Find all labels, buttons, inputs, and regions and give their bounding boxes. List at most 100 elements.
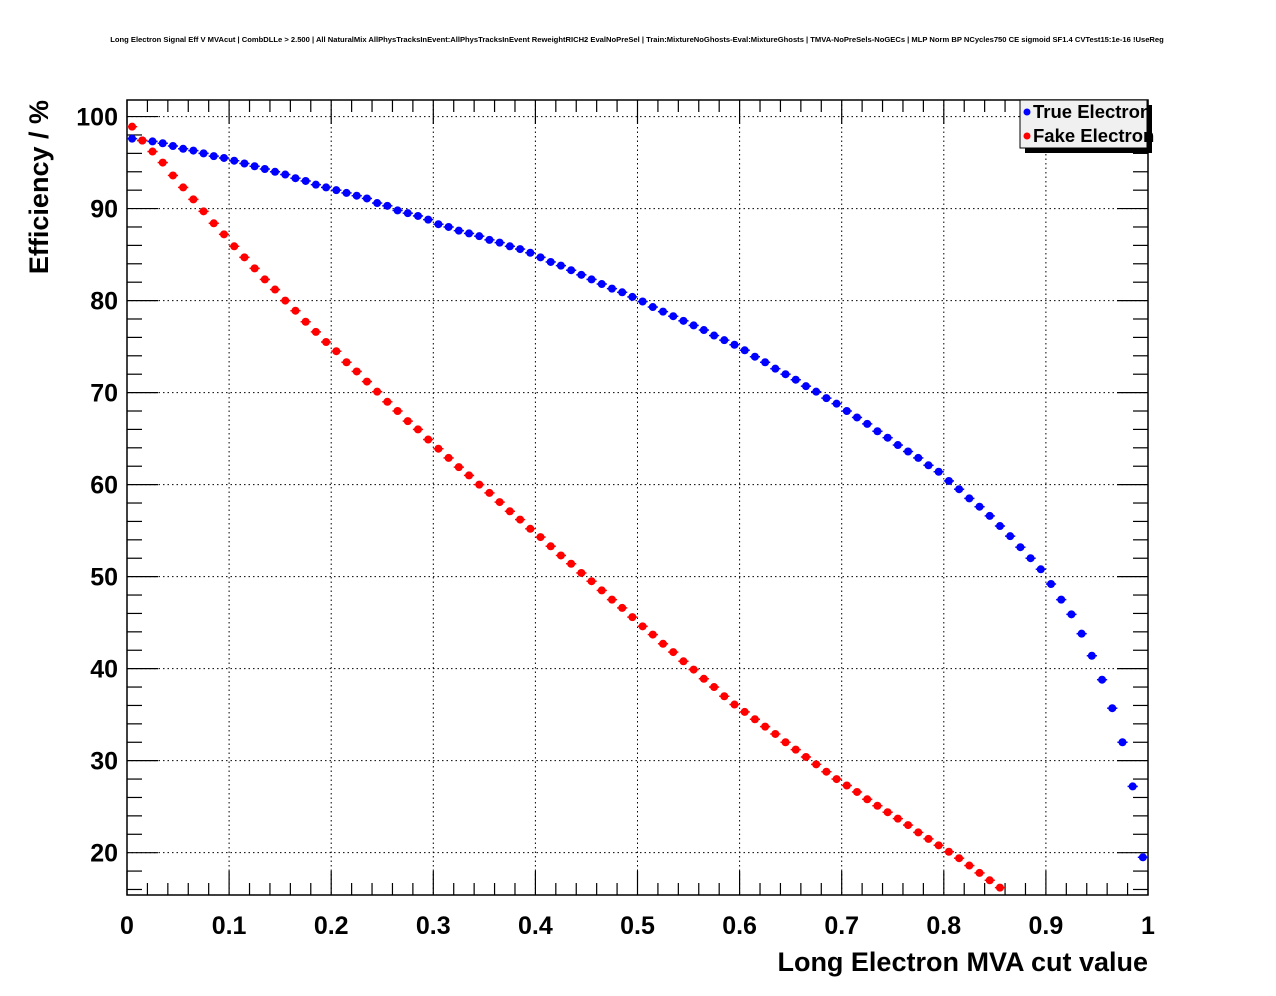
data-point-true-electron	[260, 165, 269, 174]
data-point-true-electron	[485, 235, 494, 244]
data-point-fake-electron	[995, 883, 1004, 892]
data-point-true-electron	[556, 261, 565, 270]
x-tick-labels: 0 0.1 0.2 0.3 0.4 0.5 0.6 0.7 0.8 0.9 1	[120, 912, 1155, 940]
data-point-true-electron	[250, 162, 259, 171]
data-point-true-electron	[1118, 738, 1127, 747]
data-point-true-electron	[689, 321, 698, 330]
data-point-fake-electron	[740, 707, 749, 716]
data-point-true-electron	[424, 215, 433, 224]
data-point-true-electron	[271, 167, 280, 176]
data-point-true-electron	[771, 364, 780, 373]
data-point-true-electron	[781, 370, 790, 379]
data-point-fake-electron	[495, 498, 504, 507]
y-tick-label: 90	[90, 196, 118, 224]
plot-frame	[126, 99, 1149, 896]
data-point-fake-electron	[199, 207, 208, 216]
data-point-true-electron	[454, 226, 463, 235]
data-point-true-electron	[342, 188, 351, 197]
data-point-true-electron	[812, 387, 821, 396]
data-point-true-electron	[413, 211, 422, 220]
data-point-true-electron	[383, 201, 392, 210]
data-point-fake-electron	[669, 648, 678, 657]
legend-label-true-electron: True Electron	[1033, 101, 1151, 122]
legend-marker-fake-electron	[1023, 132, 1031, 140]
x-tick-label: 0.4	[518, 912, 553, 940]
data-point-fake-electron	[699, 674, 708, 683]
data-point-true-electron	[893, 441, 902, 450]
data-point-fake-electron	[638, 622, 647, 631]
data-point-fake-electron	[485, 488, 494, 497]
data-point-fake-electron	[393, 407, 402, 416]
data-point-fake-electron	[454, 463, 463, 472]
data-point-fake-electron	[352, 367, 361, 376]
data-point-fake-electron	[434, 444, 443, 453]
data-point-fake-electron	[475, 480, 484, 489]
axis-ticks	[126, 100, 1149, 895]
data-point-fake-electron	[781, 738, 790, 747]
y-tick-label: 30	[90, 748, 118, 776]
data-point-true-electron	[209, 152, 218, 161]
data-point-fake-electron	[934, 841, 943, 850]
data-point-fake-electron	[403, 417, 412, 426]
data-point-fake-electron	[260, 275, 269, 284]
data-point-true-electron	[873, 427, 882, 436]
data-point-fake-electron	[240, 253, 249, 262]
data-point-fake-electron	[556, 551, 565, 560]
data-point-true-electron	[444, 222, 453, 231]
data-point-true-electron	[322, 183, 331, 192]
data-point-fake-electron	[587, 577, 596, 586]
data-point-fake-electron	[128, 122, 137, 131]
data-point-true-electron	[985, 511, 994, 520]
data-point-true-electron	[393, 206, 402, 215]
data-point-true-electron	[189, 146, 198, 155]
data-point-fake-electron	[322, 337, 331, 346]
data-point-fake-electron	[342, 358, 351, 367]
data-point-true-electron	[720, 336, 729, 345]
y-tick-label: 40	[90, 656, 118, 684]
data-point-true-electron	[567, 266, 576, 275]
data-points	[127, 122, 1148, 892]
data-point-true-electron	[822, 394, 831, 403]
data-point-true-electron	[618, 288, 627, 297]
series-fake-electron	[127, 122, 1006, 892]
data-point-true-electron	[301, 176, 310, 185]
data-point-fake-electron	[975, 868, 984, 877]
data-point-fake-electron	[413, 425, 422, 434]
legend-label-fake-electron: Fake Electron	[1033, 125, 1154, 146]
data-point-fake-electron	[168, 171, 177, 180]
data-point-true-electron	[311, 180, 320, 189]
x-axis-title: Long Electron MVA cut value	[777, 947, 1148, 977]
data-point-fake-electron	[332, 347, 341, 356]
data-point-fake-electron	[924, 834, 933, 843]
data-point-fake-electron	[373, 387, 382, 396]
y-tick-label: 70	[90, 380, 118, 408]
data-point-true-electron	[179, 144, 188, 153]
data-point-true-electron	[526, 248, 535, 257]
data-point-true-electron	[1016, 543, 1025, 552]
data-point-true-electron	[148, 137, 157, 146]
legend-marker-true-electron	[1023, 108, 1031, 116]
data-point-true-electron	[352, 191, 361, 200]
data-point-true-electron	[1057, 595, 1066, 604]
data-point-true-electron	[863, 419, 872, 428]
y-tick-label: 60	[90, 472, 118, 500]
data-point-true-electron	[505, 242, 514, 251]
data-point-fake-electron	[761, 722, 770, 731]
data-point-fake-electron	[362, 377, 371, 386]
x-tick-label: 0.1	[212, 912, 247, 940]
data-point-true-electron	[403, 209, 412, 218]
y-tick-label: 20	[90, 840, 118, 868]
data-point-fake-electron	[893, 814, 902, 823]
data-point-true-electron	[373, 199, 382, 208]
data-point-true-electron	[730, 340, 739, 349]
y-axis-title: Efficiency / %	[24, 100, 54, 274]
x-tick-label: 0.2	[314, 912, 349, 940]
x-tick-label: 0.7	[824, 912, 859, 940]
data-point-fake-electron	[291, 306, 300, 315]
data-point-fake-electron	[209, 219, 218, 228]
data-point-fake-electron	[465, 471, 474, 480]
data-point-fake-electron	[750, 715, 759, 724]
data-point-fake-electron	[944, 847, 953, 856]
data-point-true-electron	[842, 407, 851, 416]
data-point-true-electron	[995, 522, 1004, 531]
